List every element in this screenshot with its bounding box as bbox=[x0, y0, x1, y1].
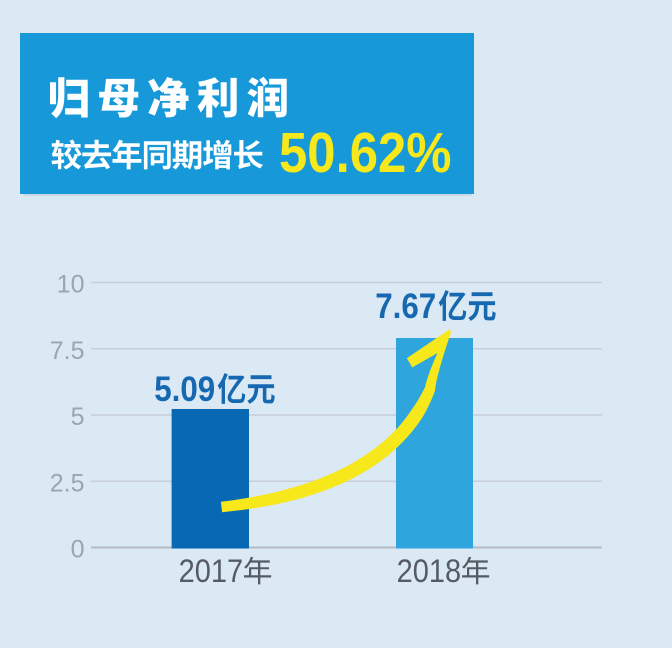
svg-text:0: 0 bbox=[71, 536, 85, 564]
svg-text:10: 10 bbox=[57, 271, 85, 299]
svg-text:50.62%: 50.62% bbox=[279, 121, 452, 185]
svg-text:5.09: 5.09 bbox=[154, 370, 215, 409]
svg-text:2.5: 2.5 bbox=[50, 469, 85, 497]
svg-text:5: 5 bbox=[71, 403, 85, 431]
svg-text:7.67: 7.67 bbox=[375, 287, 436, 326]
svg-text:2018: 2018 bbox=[397, 553, 462, 589]
svg-text:2017: 2017 bbox=[179, 553, 244, 589]
svg-text:7.5: 7.5 bbox=[50, 337, 85, 365]
